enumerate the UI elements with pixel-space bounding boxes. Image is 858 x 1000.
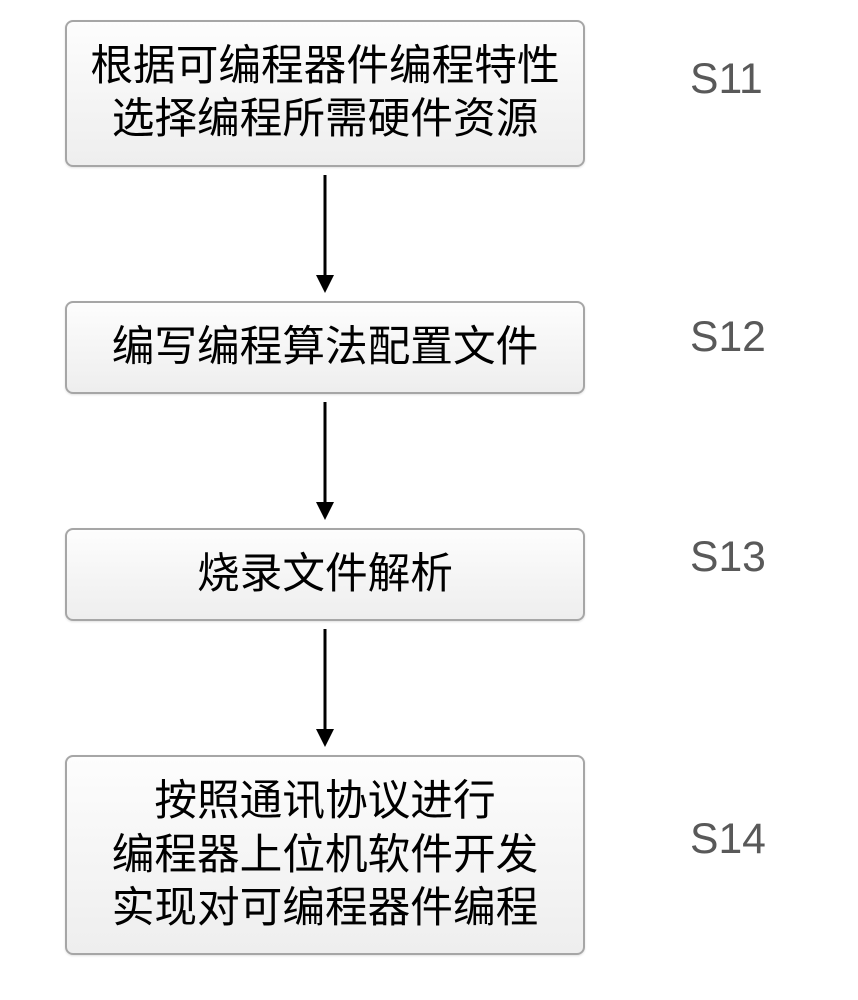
node-text-line: 根据可编程器件编程特性 xyxy=(90,40,559,93)
node-text-line: 选择编程所需硬件资源 xyxy=(112,93,539,146)
step-label-s12: S12 xyxy=(690,313,766,362)
flowchart-container: 根据可编程器件编程特性 选择编程所需硬件资源 编写编程算法配置文件 烧录文件解析… xyxy=(50,20,600,955)
node-text-line: 烧录文件解析 xyxy=(197,548,453,601)
flow-node-s11: 根据可编程器件编程特性 选择编程所需硬件资源 xyxy=(65,20,585,167)
step-label-s11: S11 xyxy=(690,55,763,104)
node-text-line: 实现对可编程器件编程 xyxy=(112,882,539,935)
flow-arrow xyxy=(313,402,337,520)
step-label-s14: S14 xyxy=(690,815,766,864)
node-text-line: 编写编程算法配置文件 xyxy=(112,321,539,374)
flow-node-s13: 烧录文件解析 xyxy=(65,528,585,621)
flow-arrow xyxy=(313,175,337,293)
step-label-s13: S13 xyxy=(690,533,766,582)
flow-node-s14: 按照通讯协议进行 编程器上位机软件开发 实现对可编程器件编程 xyxy=(65,755,585,955)
node-text-line: 编程器上位机软件开发 xyxy=(112,829,539,882)
flow-arrow xyxy=(313,629,337,747)
flow-node-s12: 编写编程算法配置文件 xyxy=(65,301,585,394)
node-text-line: 按照通讯协议进行 xyxy=(154,775,495,828)
